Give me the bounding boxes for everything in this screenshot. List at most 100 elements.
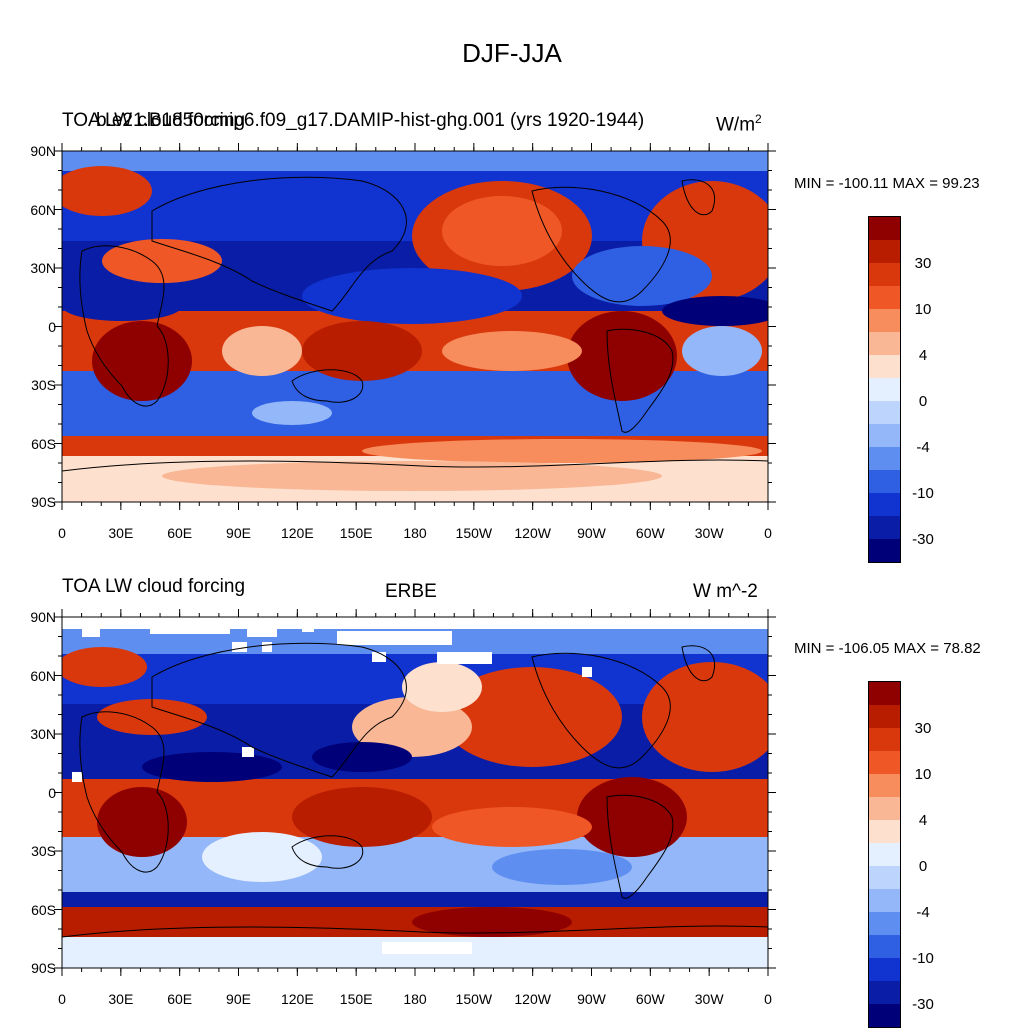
colorbar-1-label: 0 [918,393,928,410]
panel-2-x-tick-label: 150E [339,991,373,1007]
panel-1-left-title: TOA LW cloud forcing [62,110,246,131]
colorbar-swatch [869,309,900,332]
panel-1-x-tick-label: 90E [226,525,251,541]
colorbar-2-label: -30 [912,996,934,1013]
colorbar-swatch [869,378,900,401]
panel-1-y-tick-label: 60S [31,435,56,452]
colorbar-swatch [869,981,900,1004]
panel-1-y-tick-label: 90S [31,494,56,510]
panel-1-y-tick-label: 60N [30,201,56,218]
panel-2-x-tick-label: 0 [764,991,772,1007]
colorbar-swatch [869,912,900,935]
panel-2-center-title: ERBE [385,581,437,602]
panel-1-x-tick-label: 120E [280,525,314,541]
panel-1-right-title: W/m2 [716,113,762,134]
colorbar-swatch [869,889,900,912]
panel-2-x-tick-label: 30E [108,991,134,1007]
panel-2-units: W m^-2 [693,581,758,602]
colorbar-swatch [869,751,900,774]
panel-1-y-tick-label: 90N [30,143,56,159]
panel-2-y-tick-label: 30N [30,726,56,742]
panel-2-x-tick-label: 90E [226,991,251,1007]
colorbar-2-label: 4 [918,812,928,829]
panel-1-x-tick-label: 0 [764,525,772,541]
panel-2-y-tick-label: 90N [30,609,56,625]
colorbar-swatch [869,286,900,309]
colorbar-swatch [869,539,900,562]
panel-2-colorbar [868,681,901,1028]
panel-1-units: W/m [716,114,756,136]
panel-1-x-tick-label: 180 [403,525,427,541]
colorbar-swatch [869,728,900,751]
panel-2-y-tick-label: 60S [31,901,56,918]
colorbar-swatch [869,263,900,286]
colorbar-2-label: 0 [918,858,928,875]
colorbar-swatch [869,958,900,981]
colorbar-swatch [869,705,900,728]
colorbar-1-label: 10 [914,301,932,318]
panel-2-x-tick-label: 90W [577,991,606,1007]
panel-2-x-tick-label: 120E [280,991,314,1007]
panel-2-x-tick-label: 60E [167,991,193,1007]
colorbar-2-label: -10 [912,950,934,967]
panel-1-x-tick-label: 30W [694,525,724,541]
colorbar-swatch [869,1004,900,1027]
colorbar-swatch [869,424,900,447]
panel-1-x-tick-label: 0 [58,525,66,541]
panel-2-stats: MIN = -106.05 MAX = 78.82 [794,640,981,657]
panel-2-x-tick-label: 150W [455,991,493,1007]
colorbar-swatch [869,797,900,820]
panel-1-units-superscript: 2 [755,112,762,126]
panel-1-x-tick-label: 120W [514,525,551,541]
colorbar-2-label: 10 [914,766,932,783]
colorbar-swatch [869,240,900,263]
colorbar-1-label: -10 [912,485,934,502]
colorbar-swatch [869,516,900,539]
colorbar-swatch [869,217,900,240]
panel-2-y-tick-label: 60N [30,667,56,684]
panel-2-y-tick-label: 0 [48,784,56,801]
panel-1-x-tick-label: 60W [635,525,665,541]
panel-2-map [62,617,768,968]
panel-1-x-tick-label: 150E [339,525,373,541]
colorbar-swatch [869,935,900,958]
panel-2-y-tick-label: 30S [31,843,56,859]
colorbar-1-label: -4 [916,439,930,456]
panel-1-y-tick-label: 30N [30,260,56,276]
colorbar-swatch [869,470,900,493]
panel-1-stats: MIN = -100.11 MAX = 99.23 [794,175,980,192]
panel-1-y-tick-label: 30S [31,377,56,393]
colorbar-swatch [869,843,900,866]
panel-2-y-tick-label: 90S [31,960,56,976]
panel-1-map [62,151,768,502]
panel-2-field [62,617,768,968]
colorbar-2-label: -4 [916,904,930,921]
colorbar-1-label: -30 [912,531,934,548]
colorbar-2-label: 30 [914,720,932,737]
colorbar-swatch [869,332,900,355]
colorbar-1-label: 30 [914,255,932,272]
colorbar-swatch [869,447,900,470]
panel-2-x-tick-label: 30W [694,991,724,1007]
panel-1-center-title: b.e21.B1850cmip6.f09_g17.DAMIP-hist-ghg.… [96,110,645,131]
colorbar-swatch [869,774,900,797]
panel-1-y-tick-label: 0 [48,318,56,335]
panel-1-x-tick-label: 60E [167,525,193,541]
panel-2-left-title: TOA LW cloud forcing [62,576,246,597]
colorbar-swatch [869,493,900,516]
panel-1-x-tick-label: 90W [577,525,606,541]
colorbar-1-label: 4 [918,347,928,364]
panel-2-x-tick-label: 0 [58,991,66,1007]
colorbar-swatch [869,401,900,424]
panel-2-x-tick-label: 60W [635,991,665,1007]
colorbar-swatch [869,355,900,378]
panel-2-x-tick-label: 120W [514,991,551,1007]
figure-title: DJF-JJA [462,38,562,68]
panel-1-x-tick-label: 150W [455,525,493,541]
colorbar-swatch [869,682,900,705]
panel-1-colorbar [868,216,901,563]
panel-2-x-tick-label: 180 [403,991,427,1007]
panel-1-field [62,151,768,502]
colorbar-swatch [869,866,900,889]
